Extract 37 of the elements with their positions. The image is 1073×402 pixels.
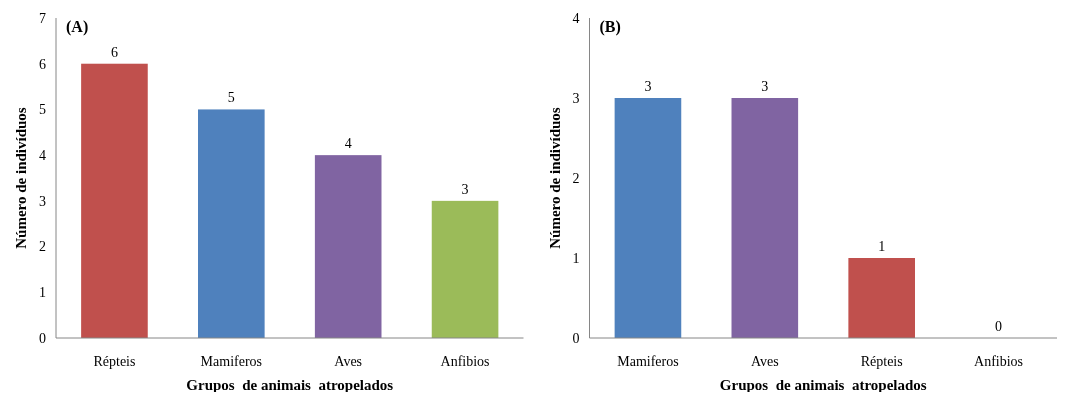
y-axis-title: Número de indivíduos <box>13 107 29 249</box>
y-tick-label: 3 <box>572 90 580 106</box>
y-tick-label: 4 <box>39 148 46 164</box>
data-label: 3 <box>644 79 652 94</box>
chart-title: (B) <box>599 18 621 36</box>
y-tick-label: 2 <box>572 170 580 186</box>
y-tick-label: 7 <box>39 10 46 26</box>
y-tick-label: 3 <box>39 193 46 209</box>
data-label: 4 <box>344 136 352 152</box>
y-tick-label: 0 <box>572 330 580 346</box>
x-tick-label: Répteis <box>93 354 136 369</box>
x-tick-label: Anfibios <box>440 354 490 369</box>
data-label: 1 <box>878 239 886 254</box>
x-tick-label: Aves <box>750 354 779 369</box>
y-tick-label: 2 <box>39 239 46 255</box>
y-tick-label: 5 <box>39 102 46 118</box>
y-tick-label: 0 <box>39 330 46 346</box>
data-label: 6 <box>110 44 118 60</box>
data-label: 5 <box>227 90 235 106</box>
y-tick-label: 6 <box>39 56 46 72</box>
chart-title: (A) <box>66 18 89 36</box>
bar <box>314 155 382 338</box>
y-tick-label: 1 <box>572 250 580 266</box>
bar <box>198 109 265 338</box>
x-tick-label: Répteis <box>860 354 903 369</box>
y-tick-label: 4 <box>572 10 580 26</box>
data-label: 3 <box>461 181 469 197</box>
y-tick-label: 1 <box>39 285 46 301</box>
bar <box>81 63 148 338</box>
data-label: 3 <box>761 79 769 94</box>
bar <box>431 200 499 338</box>
x-tick-label: Mamiferos <box>200 354 263 369</box>
data-label: 0 <box>995 319 1003 334</box>
x-tick-label: Mamiferos <box>617 354 679 369</box>
x-tick-label: Aves <box>334 354 363 369</box>
x-tick-label: Anfibios <box>974 354 1024 369</box>
y-axis-title: Número de indivíduos <box>546 107 563 249</box>
